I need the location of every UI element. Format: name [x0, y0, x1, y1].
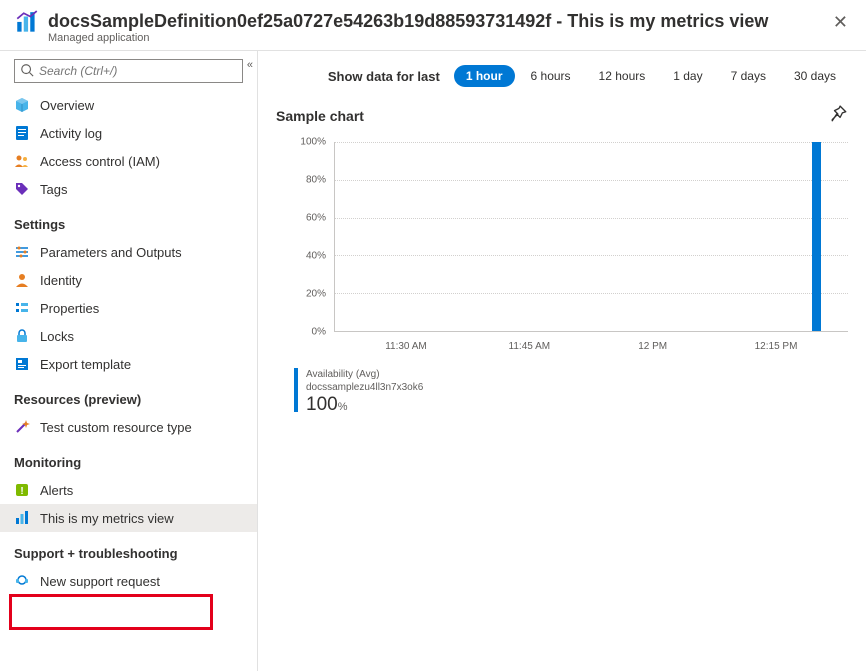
- grid-line: [335, 293, 848, 294]
- sidebar-item-overview[interactable]: Overview: [0, 91, 257, 119]
- chart: 100% 80% 60% 40% 20% 0% 11:30 AM 11:45 A…: [294, 142, 848, 352]
- x-tick: 11:45 AM: [509, 341, 551, 352]
- plot-area: [334, 142, 848, 332]
- grid-line: [335, 255, 848, 256]
- sidebar-label: This is my metrics view: [40, 511, 174, 526]
- sidebar-item-tags[interactable]: Tags: [0, 175, 257, 203]
- section-resources: Resources (preview): [0, 378, 257, 413]
- y-tick: 0%: [312, 327, 326, 338]
- grid-line: [335, 218, 848, 219]
- sidebar-label: Parameters and Outputs: [40, 245, 182, 260]
- time-pill-7d[interactable]: 7 days: [719, 65, 778, 87]
- chart-bar: [812, 142, 821, 331]
- sidebar-item-metrics-view[interactable]: This is my metrics view: [0, 504, 257, 532]
- y-tick: 100%: [300, 137, 326, 148]
- wand-icon: [14, 419, 30, 435]
- support-icon: [14, 573, 30, 589]
- search-icon: [20, 63, 34, 80]
- legend-resource: docssamplezu4ll3n7x3ok6: [306, 381, 423, 394]
- chart-legend: Availability (Avg) docssamplezu4ll3n7x3o…: [294, 368, 848, 416]
- section-support: Support + troubleshooting: [0, 532, 257, 567]
- people-icon: [14, 153, 30, 169]
- close-button[interactable]: ✕: [829, 10, 852, 35]
- time-pill-12h[interactable]: 12 hours: [587, 65, 658, 87]
- template-icon: [14, 356, 30, 372]
- time-pill-6h[interactable]: 6 hours: [519, 65, 583, 87]
- sidebar-item-locks[interactable]: Locks: [0, 322, 257, 350]
- chart-title: Sample chart: [276, 108, 364, 124]
- sidebar-item-export-template[interactable]: Export template: [0, 350, 257, 378]
- grid-line: [335, 180, 848, 181]
- properties-icon: [14, 300, 30, 316]
- sidebar-label: Access control (IAM): [40, 154, 160, 169]
- page-subtitle: Managed application: [48, 32, 829, 44]
- time-pill-1h[interactable]: 1 hour: [454, 65, 515, 87]
- sidebar-label: New support request: [40, 574, 160, 589]
- legend-metric: Availability (Avg): [306, 368, 423, 381]
- sidebar-item-activity-log[interactable]: Activity log: [0, 119, 257, 147]
- sidebar-label: Alerts: [40, 483, 73, 498]
- y-tick: 60%: [306, 213, 326, 224]
- tag-icon: [14, 181, 30, 197]
- pin-button[interactable]: [830, 105, 848, 126]
- app-icon: [14, 10, 40, 36]
- time-range-selector: Show data for last 1 hour 6 hours 12 hou…: [276, 65, 848, 87]
- y-tick: 40%: [306, 251, 326, 262]
- main-content: Show data for last 1 hour 6 hours 12 hou…: [258, 51, 866, 671]
- sidebar-label: Identity: [40, 273, 82, 288]
- x-tick: 12 PM: [638, 341, 667, 352]
- svg-text:!: !: [20, 486, 23, 497]
- legend-unit: %: [338, 401, 348, 413]
- time-range-label: Show data for last: [328, 69, 440, 84]
- legend-color-swatch: [294, 368, 298, 412]
- sidebar-item-identity[interactable]: Identity: [0, 266, 257, 294]
- highlight-annotation: [9, 594, 213, 630]
- x-tick: 11:30 AM: [385, 341, 427, 352]
- sidebar-label: Locks: [40, 329, 74, 344]
- y-axis: 100% 80% 60% 40% 20% 0%: [294, 142, 330, 332]
- y-tick: 80%: [306, 175, 326, 186]
- alert-icon: !: [14, 482, 30, 498]
- person-icon: [14, 272, 30, 288]
- page-title: docsSampleDefinition0ef25a0727e54263b19d…: [48, 10, 829, 32]
- cube-icon: [14, 97, 30, 113]
- sidebar-item-new-support[interactable]: New support request: [0, 567, 257, 595]
- x-tick: 12:15 PM: [755, 341, 798, 352]
- sidebar-label: Activity log: [40, 126, 102, 141]
- y-tick: 20%: [306, 289, 326, 300]
- lock-icon: [14, 328, 30, 344]
- section-monitoring: Monitoring: [0, 441, 257, 476]
- sidebar-item-alerts[interactable]: ! Alerts: [0, 476, 257, 504]
- sidebar-label: Overview: [40, 98, 94, 113]
- sidebar-item-properties[interactable]: Properties: [0, 294, 257, 322]
- sidebar-item-test-resource[interactable]: Test custom resource type: [0, 413, 257, 441]
- x-axis: 11:30 AM 11:45 AM 12 PM 12:15 PM: [334, 336, 848, 352]
- sidebar-label: Properties: [40, 301, 99, 316]
- sidebar-item-access-control[interactable]: Access control (IAM): [0, 147, 257, 175]
- section-settings: Settings: [0, 203, 257, 238]
- sidebar-item-parameters[interactable]: Parameters and Outputs: [0, 238, 257, 266]
- sliders-icon: [14, 244, 30, 260]
- search-input[interactable]: [14, 59, 243, 83]
- sidebar-label: Export template: [40, 357, 131, 372]
- sidebar-label: Tags: [40, 182, 67, 197]
- bar-chart-icon: [14, 510, 30, 526]
- header-bar: docsSampleDefinition0ef25a0727e54263b19d…: [0, 0, 866, 51]
- sidebar-label: Test custom resource type: [40, 420, 192, 435]
- time-pill-1d[interactable]: 1 day: [661, 65, 714, 87]
- grid-line: [335, 142, 848, 143]
- legend-value: 100: [306, 394, 338, 415]
- sidebar: « Overview Activity log Access control (…: [0, 51, 258, 671]
- time-pill-30d[interactable]: 30 days: [782, 65, 848, 87]
- log-icon: [14, 125, 30, 141]
